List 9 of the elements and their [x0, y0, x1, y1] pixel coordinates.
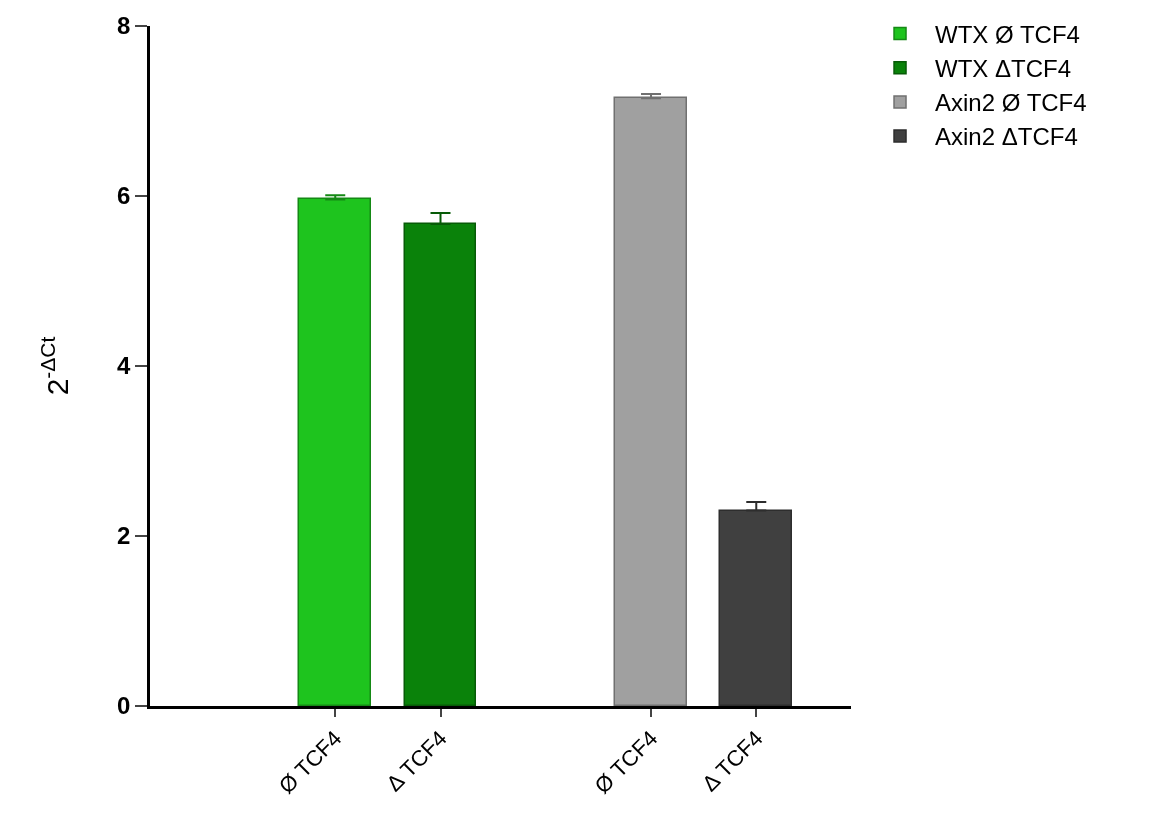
y-tick-label: 2 [117, 522, 131, 550]
legend-label: WTX ΔTCF4 [935, 55, 1072, 83]
y-tick-label: 8 [117, 12, 131, 40]
y-tick-label: 6 [117, 182, 131, 210]
legend-label: WTX Ø TCF4 [935, 20, 1080, 48]
legend-label: Axin2 Ø TCF4 [935, 89, 1087, 117]
y-tick-label: 0 [117, 692, 131, 720]
y-tick-label: 4 [117, 352, 132, 380]
legend-label: Axin2 ΔTCF4 [935, 123, 1078, 151]
